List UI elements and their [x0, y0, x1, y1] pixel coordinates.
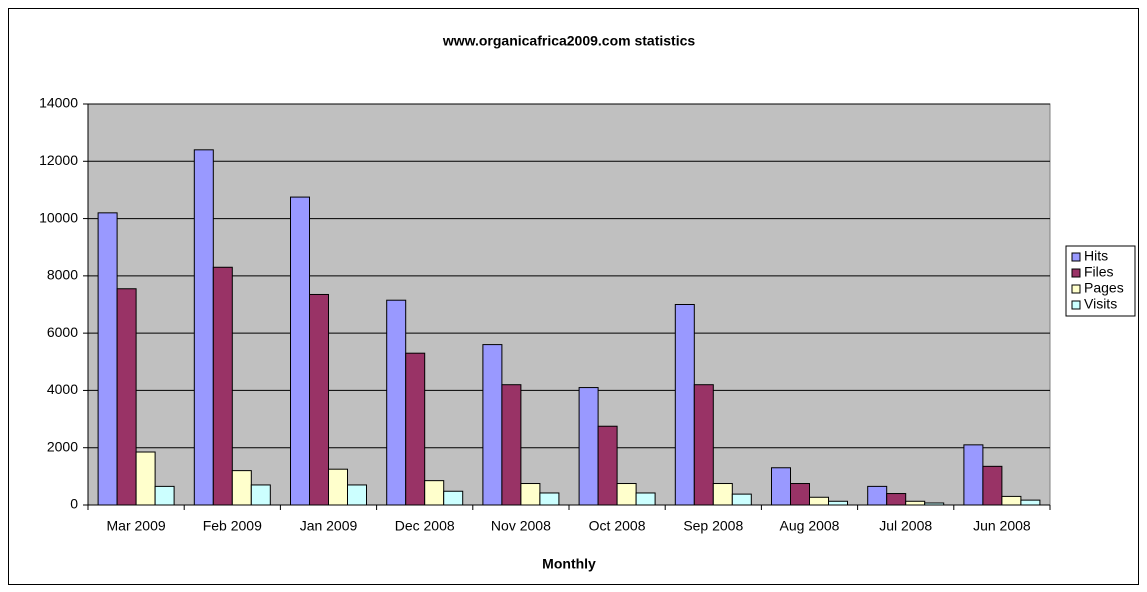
x-tick-label: Aug 2008 [780, 518, 840, 534]
bar [616, 483, 637, 506]
y-tick-label: 0 [70, 496, 78, 512]
y-tick-label: 12000 [39, 152, 78, 168]
y-tick-label: 6000 [47, 324, 78, 340]
bar [135, 451, 156, 506]
bar [290, 196, 310, 506]
legend-swatch [1071, 268, 1081, 278]
chart-title: www.organicafrica2009.com statistics [442, 33, 696, 49]
legend-label: Files [1084, 264, 1114, 280]
bar [809, 496, 829, 506]
bar [597, 425, 618, 506]
bar [231, 470, 252, 506]
bar [443, 490, 464, 506]
x-tick-label: Nov 2008 [491, 518, 551, 534]
legend-swatch [1071, 300, 1081, 310]
bar [578, 387, 599, 506]
x-tick-label: Sep 2008 [683, 518, 743, 534]
bar [116, 288, 137, 506]
y-tick-label: 4000 [47, 381, 78, 397]
y-tick-label: 2000 [47, 438, 78, 454]
bar [693, 384, 714, 506]
bar [501, 384, 522, 506]
bar [97, 212, 118, 506]
bar [1020, 499, 1041, 506]
bar [674, 304, 695, 506]
legend-label: Visits [1084, 296, 1117, 312]
bar [1001, 495, 1022, 506]
bar [905, 500, 926, 506]
y-tick-label: 8000 [47, 267, 78, 283]
bar [347, 484, 367, 506]
y-tick-label: 14000 [39, 95, 78, 111]
bar [635, 492, 656, 506]
x-tick-label: Dec 2008 [395, 518, 455, 534]
bar [212, 266, 233, 506]
bar [771, 467, 791, 506]
y-tick-label: 10000 [39, 209, 78, 225]
legend-swatch [1071, 284, 1081, 294]
bar [154, 485, 175, 506]
bar [386, 299, 407, 506]
x-tick-label: Jan 2009 [300, 518, 358, 534]
x-tick-label: Mar 2009 [107, 518, 166, 534]
bar [731, 493, 752, 506]
bar [520, 483, 541, 506]
bar [886, 493, 907, 506]
x-tick-label: Jul 2008 [879, 518, 932, 534]
legend-swatch [1071, 252, 1081, 262]
bar [424, 480, 445, 506]
bar [828, 500, 848, 506]
bar [405, 352, 426, 506]
bar [482, 344, 503, 506]
legend-label: Hits [1084, 248, 1108, 264]
bar [328, 468, 348, 506]
bar [790, 483, 810, 506]
plot-area [87, 103, 1051, 506]
bar [193, 149, 214, 506]
bar [539, 492, 560, 506]
bar [963, 444, 984, 506]
bar [712, 483, 733, 506]
bar [250, 484, 271, 506]
bar [982, 465, 1003, 506]
x-tick-label: Jun 2008 [973, 518, 1031, 534]
x-axis-label: Monthly [542, 556, 596, 572]
legend-label: Pages [1084, 280, 1124, 296]
bar [867, 485, 888, 506]
bar [924, 502, 945, 506]
x-tick-label: Feb 2009 [203, 518, 262, 534]
bar [309, 293, 329, 506]
x-tick-label: Oct 2008 [589, 518, 646, 534]
